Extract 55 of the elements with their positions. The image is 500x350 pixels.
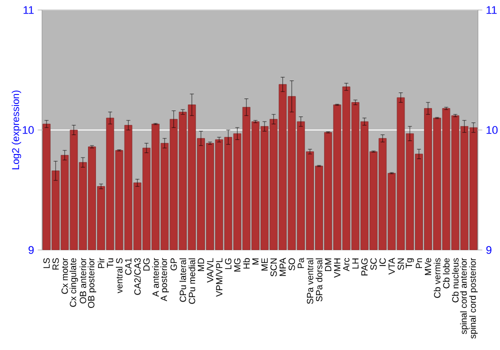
x-tick-label: LG (225, 258, 232, 270)
x-tick-label: Pa (298, 258, 304, 268)
x-tick-label: Cb lobe (442, 258, 450, 288)
x-tick-label: MG (234, 258, 240, 272)
x-tick-label: MVe (424, 258, 432, 276)
x-tick-label: OB anterior (80, 258, 86, 304)
x-tick-label: Hb (243, 258, 250, 269)
x-tick-label: CPu medial (188, 258, 196, 304)
y-tick-label: 9 (28, 246, 34, 254)
x-tick-label: Tg (406, 258, 414, 268)
y2-tick-label: 11 (486, 6, 497, 14)
x-tick-label: CA2/CA3 (134, 258, 141, 295)
x-tick-label: DM (325, 258, 332, 272)
x-tick-label: SPa dorsal (316, 258, 322, 302)
y2-tick-label: 9 (486, 246, 492, 254)
y-tick-label: 11 (24, 6, 34, 14)
y2-tick-label: 10 (486, 126, 498, 134)
x-tick-label: Pir (98, 258, 104, 268)
x-tick-label: Arc (343, 258, 350, 272)
x-tick-label: SO (288, 258, 295, 270)
x-tick-label: spinal cord anterior (460, 258, 469, 334)
x-tick-label: SN (398, 258, 404, 270)
x-tick-label: LH (352, 258, 358, 269)
x-tick-label: CPu lateral (179, 258, 186, 302)
x-tick-label: VMH (334, 258, 340, 278)
x-tick-label: Cb vermis (434, 258, 440, 298)
x-tick-label: LS (43, 258, 50, 268)
x-tick-label: SC (370, 258, 377, 270)
x-tick-label: SPa ventral (306, 258, 314, 304)
x-tick-label: Tu (106, 258, 114, 268)
x-tick-label: A posterior (160, 258, 169, 302)
x-tick-label: OB posterior (88, 258, 96, 308)
x-tick-label: VTA (388, 258, 395, 275)
x-tick-label: VPM/VPL (216, 258, 222, 297)
y-axis-title: Log2 (expression) (12, 90, 22, 170)
x-tick-label: GP (170, 258, 177, 270)
x-tick-label: PAG (361, 258, 368, 276)
x-tick-label: SCN (270, 258, 277, 276)
x-tick-label: ventral S (116, 258, 123, 294)
x-tick-label: A anterior (152, 258, 159, 297)
x-tick-label: Pn (416, 258, 422, 268)
x-tick-label: VA/VL (206, 258, 214, 283)
x-tick-label: IC (379, 258, 386, 266)
x-tick-label: CA1 (125, 258, 132, 275)
x-tick-label: RS (52, 258, 59, 270)
x-tick-label: MD (198, 258, 204, 272)
x-tick-label: M (252, 258, 259, 265)
x-tick-label: MPA (280, 258, 286, 276)
x-tick-label: spinal cord posterior (469, 258, 478, 339)
y-tick-label: 10 (22, 126, 34, 134)
x-tick-label: DG (143, 258, 150, 271)
x-tick-label: ME (261, 258, 268, 271)
x-tick-label: Cx cingulate (70, 258, 78, 307)
x-tick-label: Cb nucleus (452, 258, 459, 302)
x-tick-label: Cx motor (62, 258, 68, 294)
